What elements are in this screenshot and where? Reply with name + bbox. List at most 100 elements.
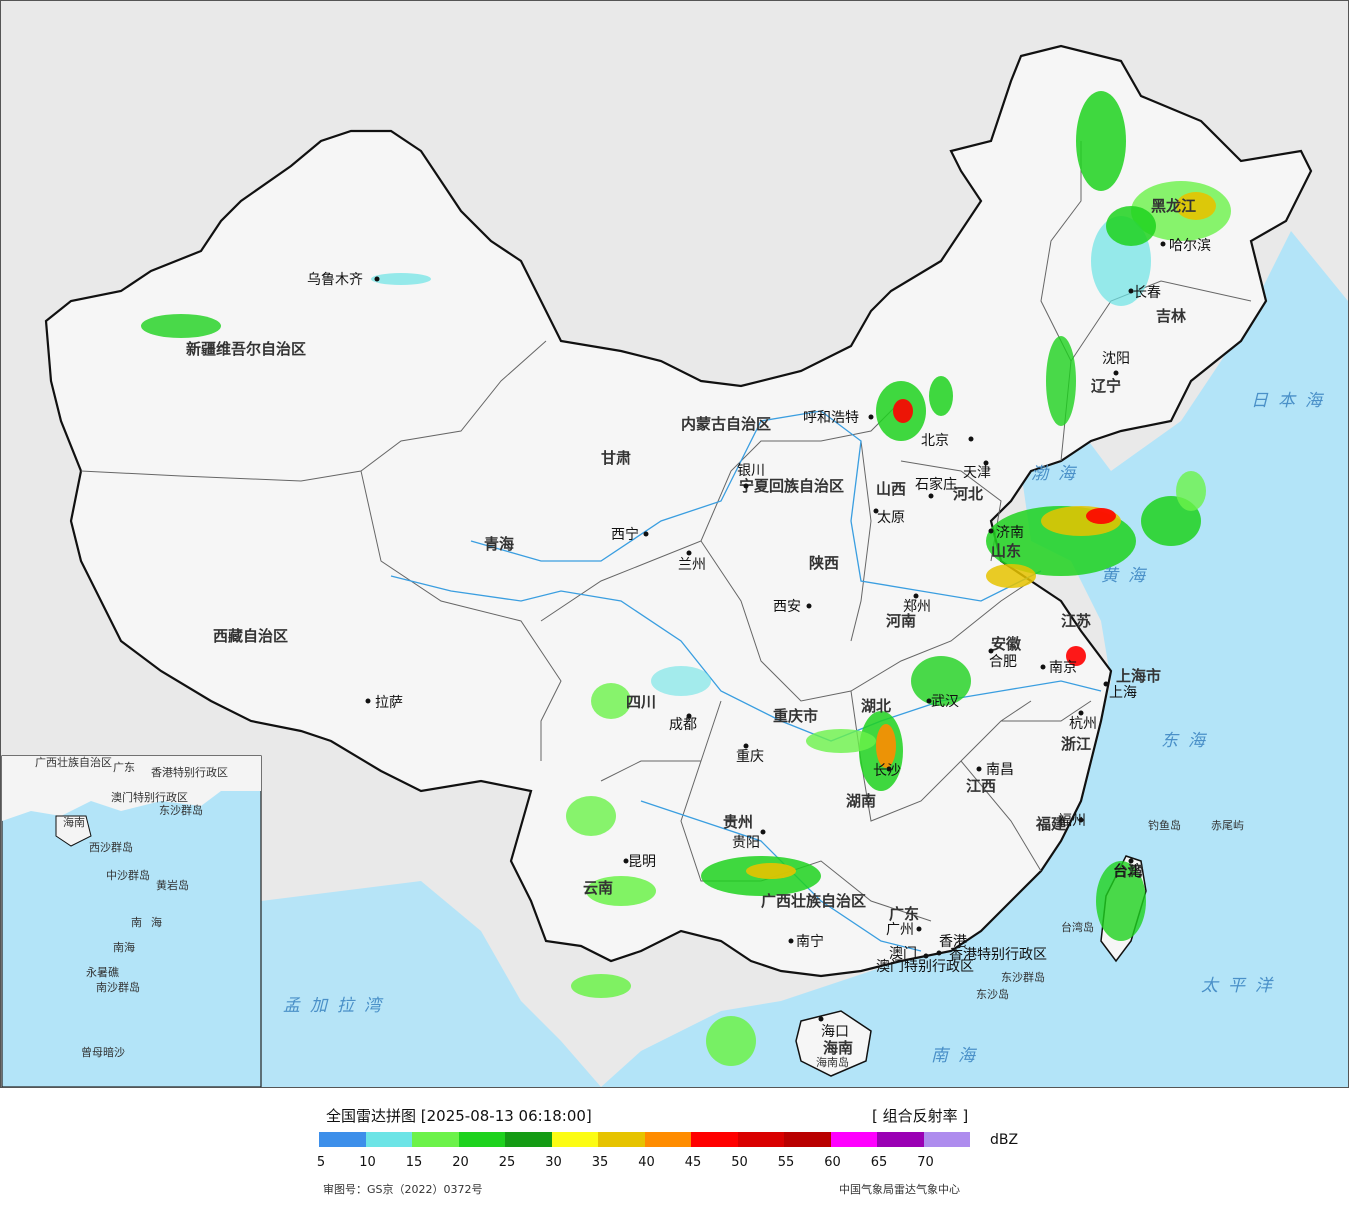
city-label: 重庆 — [736, 749, 764, 765]
hainan-island — [795, 1010, 872, 1077]
city-label: 郑州 — [903, 599, 931, 615]
legend-swatch — [458, 1132, 505, 1147]
province-label: 台湾 — [1113, 862, 1143, 880]
legend-tick-label: 50 — [731, 1155, 748, 1170]
ocean — [601, 231, 1348, 1087]
legend-swatch — [691, 1132, 738, 1147]
city-marker — [886, 766, 892, 772]
province-label: 吉林 — [1156, 307, 1187, 325]
city-label: 北京 — [921, 433, 949, 449]
city-marker — [1128, 858, 1134, 864]
city-marker — [928, 493, 934, 499]
province-label: 甘肃 — [601, 449, 631, 467]
legend-swatch — [598, 1132, 645, 1147]
province-label: 福建 — [1035, 815, 1067, 833]
city-marker — [788, 938, 794, 944]
city-label: 台北 — [1113, 864, 1141, 880]
province-label: 西藏自治区 — [213, 627, 288, 645]
inset-south-china-sea: 南 海 — [1, 755, 262, 1087]
city-label: 长沙 — [873, 763, 901, 779]
province-label: 河南 — [886, 612, 916, 630]
sea-label: 南海 — [931, 1046, 985, 1066]
special-region-label: 澳门特别行政区 — [876, 959, 974, 975]
city-marker — [916, 926, 922, 932]
legend-tick-label: 60 — [824, 1155, 841, 1170]
agency-name: 中国气象局雷达气象中心 — [839, 1183, 960, 1196]
city-marker — [983, 460, 989, 466]
province-label: 广西壮族自治区 — [761, 892, 866, 910]
city-marker — [976, 766, 982, 772]
inset-label: 中沙群岛 — [106, 868, 150, 882]
city-marker — [760, 829, 766, 835]
city-marker — [1113, 370, 1119, 376]
city-marker — [818, 1016, 824, 1022]
city-label: 沈阳 — [1102, 351, 1130, 367]
sea-label: 东海 — [1161, 731, 1215, 751]
inset-label: 广西壮族自治区 — [35, 755, 112, 769]
city-marker — [936, 950, 942, 956]
province-label: 宁夏回族自治区 — [739, 477, 844, 495]
legend-swatch — [505, 1132, 552, 1147]
island-label: 东沙岛 — [976, 987, 1009, 1001]
province-label: 青海 — [484, 535, 514, 553]
inset-label: 澳门特别行政区 — [111, 790, 188, 804]
island-label: 海南岛 — [816, 1055, 849, 1069]
legend-swatch — [319, 1132, 366, 1147]
svg-text:海: 海 — [151, 915, 162, 929]
legend-tick-label: 10 — [359, 1155, 376, 1170]
city-label: 长春 — [1133, 285, 1161, 301]
province-label: 湖南 — [846, 792, 876, 810]
province-label: 上海市 — [1116, 667, 1161, 685]
city-label: 西宁 — [611, 526, 639, 543]
city-marker — [1040, 664, 1046, 670]
inset-label: 黄岩岛 — [156, 878, 189, 892]
city-label: 武汉 — [931, 694, 959, 710]
legend-swatch — [784, 1132, 831, 1147]
city-marker — [686, 550, 692, 556]
city-marker — [643, 531, 649, 537]
inset-label: 南沙群岛 — [96, 980, 140, 994]
city-marker — [923, 953, 929, 959]
legend-tick-label: 15 — [405, 1155, 423, 1170]
province-label: 湖北 — [861, 697, 891, 715]
province-label: 重庆市 — [773, 707, 818, 725]
city-label: 呼和浩特 — [803, 410, 859, 426]
city-label: 合肥 — [989, 654, 1017, 670]
province-label: 四川 — [626, 693, 656, 711]
province-label: 山西 — [876, 480, 906, 498]
sea-label: 孟加拉湾 — [283, 996, 391, 1016]
province-label: 陕西 — [809, 554, 839, 572]
city-marker — [623, 858, 629, 864]
legend-unit: dBZ — [990, 1132, 1019, 1148]
city-label: 成都 — [669, 717, 697, 733]
city-marker — [968, 436, 974, 442]
inset-label: 西沙群岛 — [89, 840, 133, 854]
city-label: 澳门 — [889, 946, 917, 962]
legend-panel: 全国雷达拼图 [2025-08-13 06:18:00] [ 组合反射率 ] 5… — [0, 1088, 1349, 1208]
legend-swatch — [551, 1132, 598, 1147]
province-label: 浙江 — [1061, 735, 1091, 753]
city-marker — [365, 698, 371, 704]
city-marker — [868, 414, 874, 420]
legend-tick-label: 35 — [591, 1155, 609, 1170]
city-marker — [988, 528, 994, 534]
city-marker — [913, 593, 919, 599]
city-marker — [374, 276, 380, 282]
sea-label: 日本海 — [1251, 391, 1332, 411]
city-label: 杭州 — [1069, 716, 1097, 732]
legend-swatch — [365, 1132, 412, 1147]
province-label: 安徽 — [991, 635, 1022, 653]
island-label: 东沙群岛 — [1001, 970, 1045, 984]
island-label: 钓鱼岛 — [1148, 818, 1181, 832]
legend-tick-label: 55 — [777, 1155, 795, 1170]
city-label: 兰州 — [678, 557, 706, 573]
city-label: 拉萨 — [375, 695, 403, 711]
city-label: 石家庄 — [915, 476, 957, 493]
city-label: 贵阳 — [732, 835, 760, 851]
inset-label: 东沙群岛 — [159, 803, 203, 817]
legend-swatch — [923, 1132, 970, 1147]
legend-product: [ 组合反射率 ] — [872, 1107, 969, 1125]
island-label: 赤尾屿 — [1211, 819, 1244, 832]
city-label: 济南 — [996, 525, 1024, 541]
